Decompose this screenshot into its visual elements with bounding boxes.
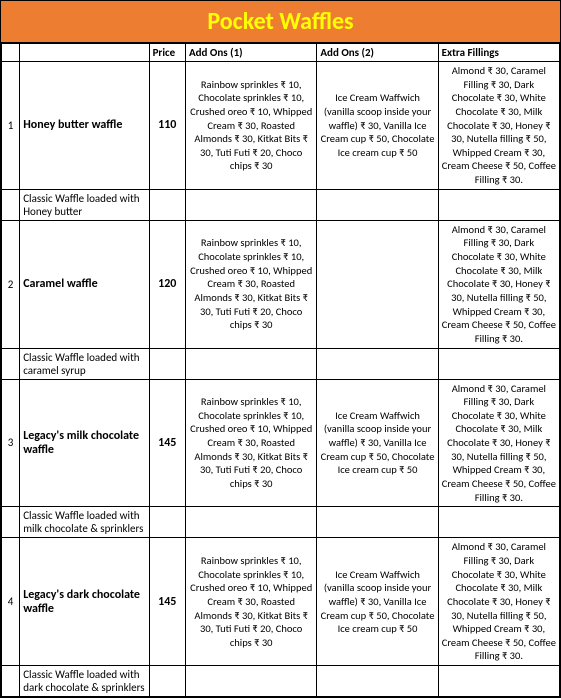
item-price: 120 (149, 220, 185, 348)
item-num: 2 (2, 220, 20, 348)
header-price: Price (149, 44, 185, 62)
item-addons1: Rainbow sprinkles ₹ 10, Chocolate sprink… (185, 538, 316, 666)
item-addons2 (317, 220, 438, 348)
desc-empty (185, 348, 316, 379)
desc-empty (438, 666, 559, 697)
menu-title: Pocket Waffles (1, 1, 560, 43)
item-desc: Classic Waffle loaded with Honey butter (20, 189, 149, 220)
item-extras: Almond ₹ 30, Caramel Filling ₹ 30, Dark … (438, 379, 559, 507)
item-addons1: Rainbow sprinkles ₹ 10, Chocolate sprink… (185, 62, 316, 190)
item-extras: Almond ₹ 30, Caramel Filling ₹ 30, Dark … (438, 538, 559, 666)
table-row-desc: Classic Waffle loaded with caramel syrup (2, 348, 560, 379)
table-row-desc: Classic Waffle loaded with milk chocolat… (2, 507, 560, 538)
menu-container: Pocket Waffles Price Add Ons (1) Add Ons… (0, 0, 561, 698)
table-row: 3Legacy's milk chocolate waffle145Rainbo… (2, 379, 560, 507)
desc-empty (317, 507, 438, 538)
item-name: Legacy's dark chocolate waffle (20, 538, 149, 666)
item-name: Caramel waffle (20, 220, 149, 348)
header-row: Price Add Ons (1) Add Ons (2) Extra Fill… (2, 44, 560, 62)
desc-empty (2, 507, 20, 538)
item-desc: Classic Waffle loaded with dark chocolat… (20, 666, 149, 697)
desc-empty (149, 666, 185, 697)
item-extras: Almond ₹ 30, Caramel Filling ₹ 30, Dark … (438, 62, 559, 190)
desc-empty (317, 666, 438, 697)
table-row: 4Legacy's dark chocolate waffle145Rainbo… (2, 538, 560, 666)
desc-empty (317, 189, 438, 220)
item-price: 145 (149, 538, 185, 666)
desc-empty (438, 189, 559, 220)
desc-empty (2, 348, 20, 379)
header-name (20, 44, 149, 62)
item-addons2: Ice Cream Waffwich (vanilla scoop inside… (317, 62, 438, 190)
item-addons1: Rainbow sprinkles ₹ 10, Chocolate sprink… (185, 220, 316, 348)
item-addons1: Rainbow sprinkles ₹ 10, Chocolate sprink… (185, 379, 316, 507)
desc-empty (149, 507, 185, 538)
header-num (2, 44, 20, 62)
item-name: Legacy's milk chocolate waffle (20, 379, 149, 507)
table-row-desc: Classic Waffle loaded with Honey butter (2, 189, 560, 220)
desc-empty (149, 348, 185, 379)
item-num: 3 (2, 379, 20, 507)
desc-empty (185, 507, 316, 538)
item-price: 110 (149, 62, 185, 190)
header-add1: Add Ons (1) (185, 44, 316, 62)
table-row: 2Caramel waffle120Rainbow sprinkles ₹ 10… (2, 220, 560, 348)
table-row-desc: Classic Waffle loaded with dark chocolat… (2, 666, 560, 697)
item-num: 1 (2, 62, 20, 190)
item-desc: Classic Waffle loaded with milk chocolat… (20, 507, 149, 538)
item-name: Honey butter waffle (20, 62, 149, 190)
desc-empty (2, 666, 20, 697)
desc-empty (438, 348, 559, 379)
header-extra: Extra Fillings (438, 44, 559, 62)
desc-empty (149, 189, 185, 220)
item-extras: Almond ₹ 30, Caramel Filling ₹ 30, Dark … (438, 220, 559, 348)
header-add2: Add Ons (2) (317, 44, 438, 62)
table-row: 1Honey butter waffle110Rainbow sprinkles… (2, 62, 560, 190)
menu-table: Price Add Ons (1) Add Ons (2) Extra Fill… (1, 43, 560, 697)
desc-empty (2, 189, 20, 220)
item-desc: Classic Waffle loaded with caramel syrup (20, 348, 149, 379)
item-num: 4 (2, 538, 20, 666)
desc-empty (185, 189, 316, 220)
item-addons2: Ice Cream Waffwich (vanilla scoop inside… (317, 538, 438, 666)
desc-empty (185, 666, 316, 697)
item-addons2: Ice Cream Waffwich (vanilla scoop inside… (317, 379, 438, 507)
desc-empty (317, 348, 438, 379)
item-price: 145 (149, 379, 185, 507)
desc-empty (438, 507, 559, 538)
